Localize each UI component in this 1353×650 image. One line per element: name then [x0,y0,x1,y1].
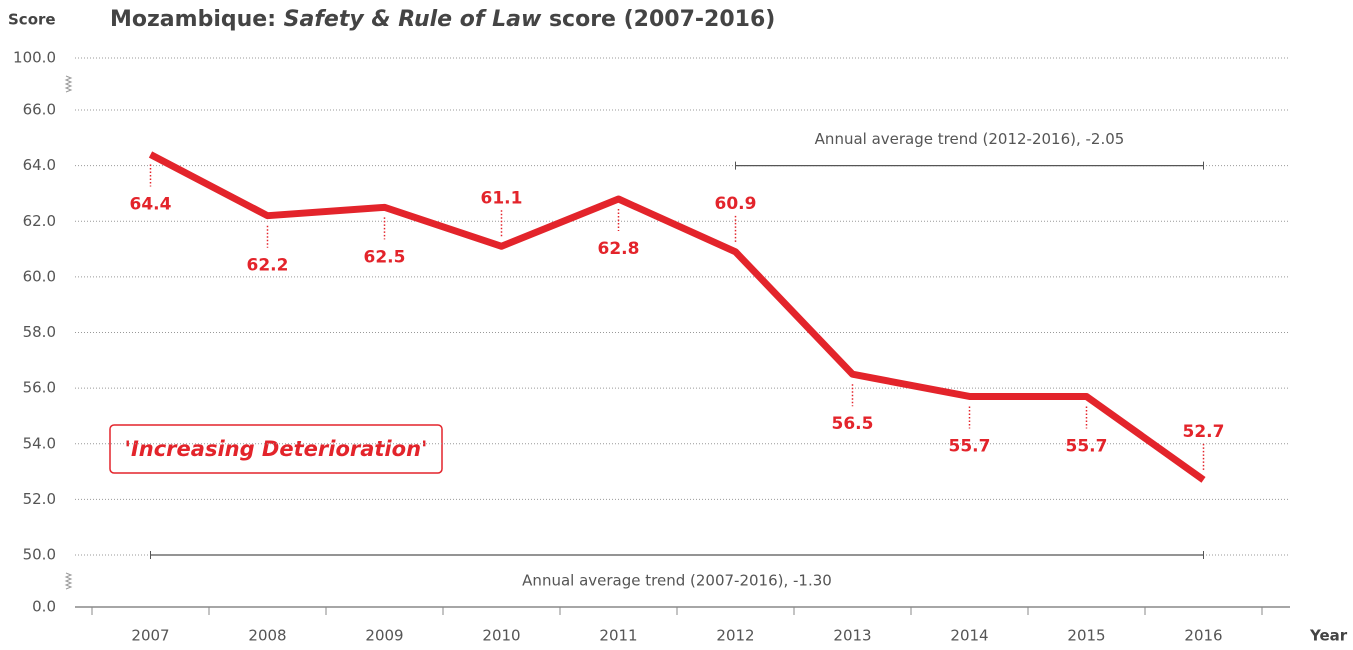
y-tick-label: 54.0 [23,434,56,452]
data-label: 61.1 [481,188,523,208]
title-part: score (2007-2016) [541,7,775,32]
axis-break [64,75,73,93]
trend-label: Annual average trend (2012-2016), -2.05 [815,130,1125,148]
data-label: 56.5 [832,414,874,434]
trend-label: Annual average trend (2007-2016), -1.30 [522,572,832,590]
y-tick-label: 100.0 [13,49,56,67]
y-axis-label: Score [8,11,56,29]
x-tick-label: 2008 [248,627,286,645]
y-tick-label: 52.0 [23,490,56,508]
title-part: Safety & Rule of Law [284,7,542,32]
x-tick-label: 2016 [1184,627,1222,645]
data-label: 62.8 [598,239,640,259]
data-label: 55.7 [949,436,991,456]
axis-break [64,572,73,590]
x-tick-label: 2010 [482,627,520,645]
y-tick-label: 50.0 [23,546,56,564]
x-tick-label: 2013 [833,627,871,645]
data-label: 62.2 [247,256,289,276]
data-label: 60.9 [715,194,757,214]
data-label: 52.7 [1183,422,1225,442]
y-tick-label: 58.0 [23,323,56,341]
title-part: Mozambique: [110,7,284,32]
data-label: 62.5 [364,247,406,267]
data-label: 55.7 [1066,436,1108,456]
callout-box [109,424,443,474]
callout: 'Increasing Deterioration' [125,437,428,461]
data-line [148,151,1206,483]
y-tick-label: 0.0 [32,598,56,616]
x-tick-label: 2011 [599,627,637,645]
x-tick-label: 2015 [1067,627,1105,645]
y-tick-label: 56.0 [23,379,56,397]
x-tick-label: 2009 [365,627,403,645]
x-axis-label: Year [1309,627,1348,645]
y-tick-label: 64.0 [23,156,56,174]
x-tick-label: 2012 [716,627,754,645]
x-tick-label: 2007 [131,627,169,645]
y-tick-label: 66.0 [23,101,56,119]
x-tick-label: 2014 [950,627,988,645]
y-tick-label: 60.0 [23,267,56,285]
y-tick-label: 62.0 [23,212,56,230]
chart-title: Mozambique: Safety & Rule of Law score (… [110,7,775,32]
data-label: 64.4 [130,195,172,215]
